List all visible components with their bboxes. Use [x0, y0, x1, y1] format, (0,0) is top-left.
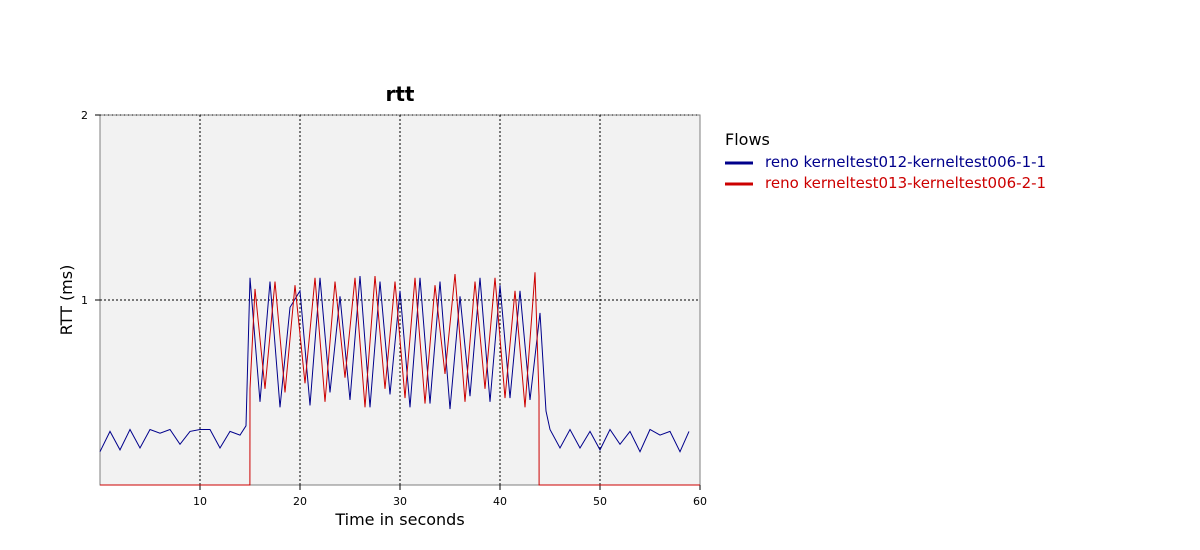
chart-title: rtt — [386, 82, 415, 106]
series-lines — [99, 272, 700, 486]
legend-entry-2: reno kerneltest013-kerneltest006-2-1 — [765, 174, 1046, 192]
x-tick-label: 20 — [293, 495, 307, 508]
x-axis-label: Time in seconds — [334, 510, 464, 529]
series-line-1 — [99, 275, 690, 453]
x-tick-label: 40 — [493, 495, 507, 508]
series-line-2 — [100, 272, 700, 486]
x-tick-label: 50 — [593, 495, 607, 508]
axis-ticks: 10 20 30 40 50 60 1 2 — [81, 109, 707, 508]
y-tick-label: 2 — [81, 109, 88, 122]
legend: reno kerneltest012-kerneltest006-1-1 reno… — [725, 153, 1046, 192]
grid — [100, 114, 700, 485]
legend-title: Flows — [725, 130, 770, 149]
x-tick-label: 60 — [693, 495, 707, 508]
x-tick-label: 10 — [193, 495, 207, 508]
y-axis-label: RTT (ms) — [57, 265, 76, 336]
legend-entry-1: reno kerneltest012-kerneltest006-1-1 — [765, 153, 1046, 171]
y-tick-label: 1 — [81, 294, 88, 307]
x-tick-label: 30 — [393, 495, 407, 508]
